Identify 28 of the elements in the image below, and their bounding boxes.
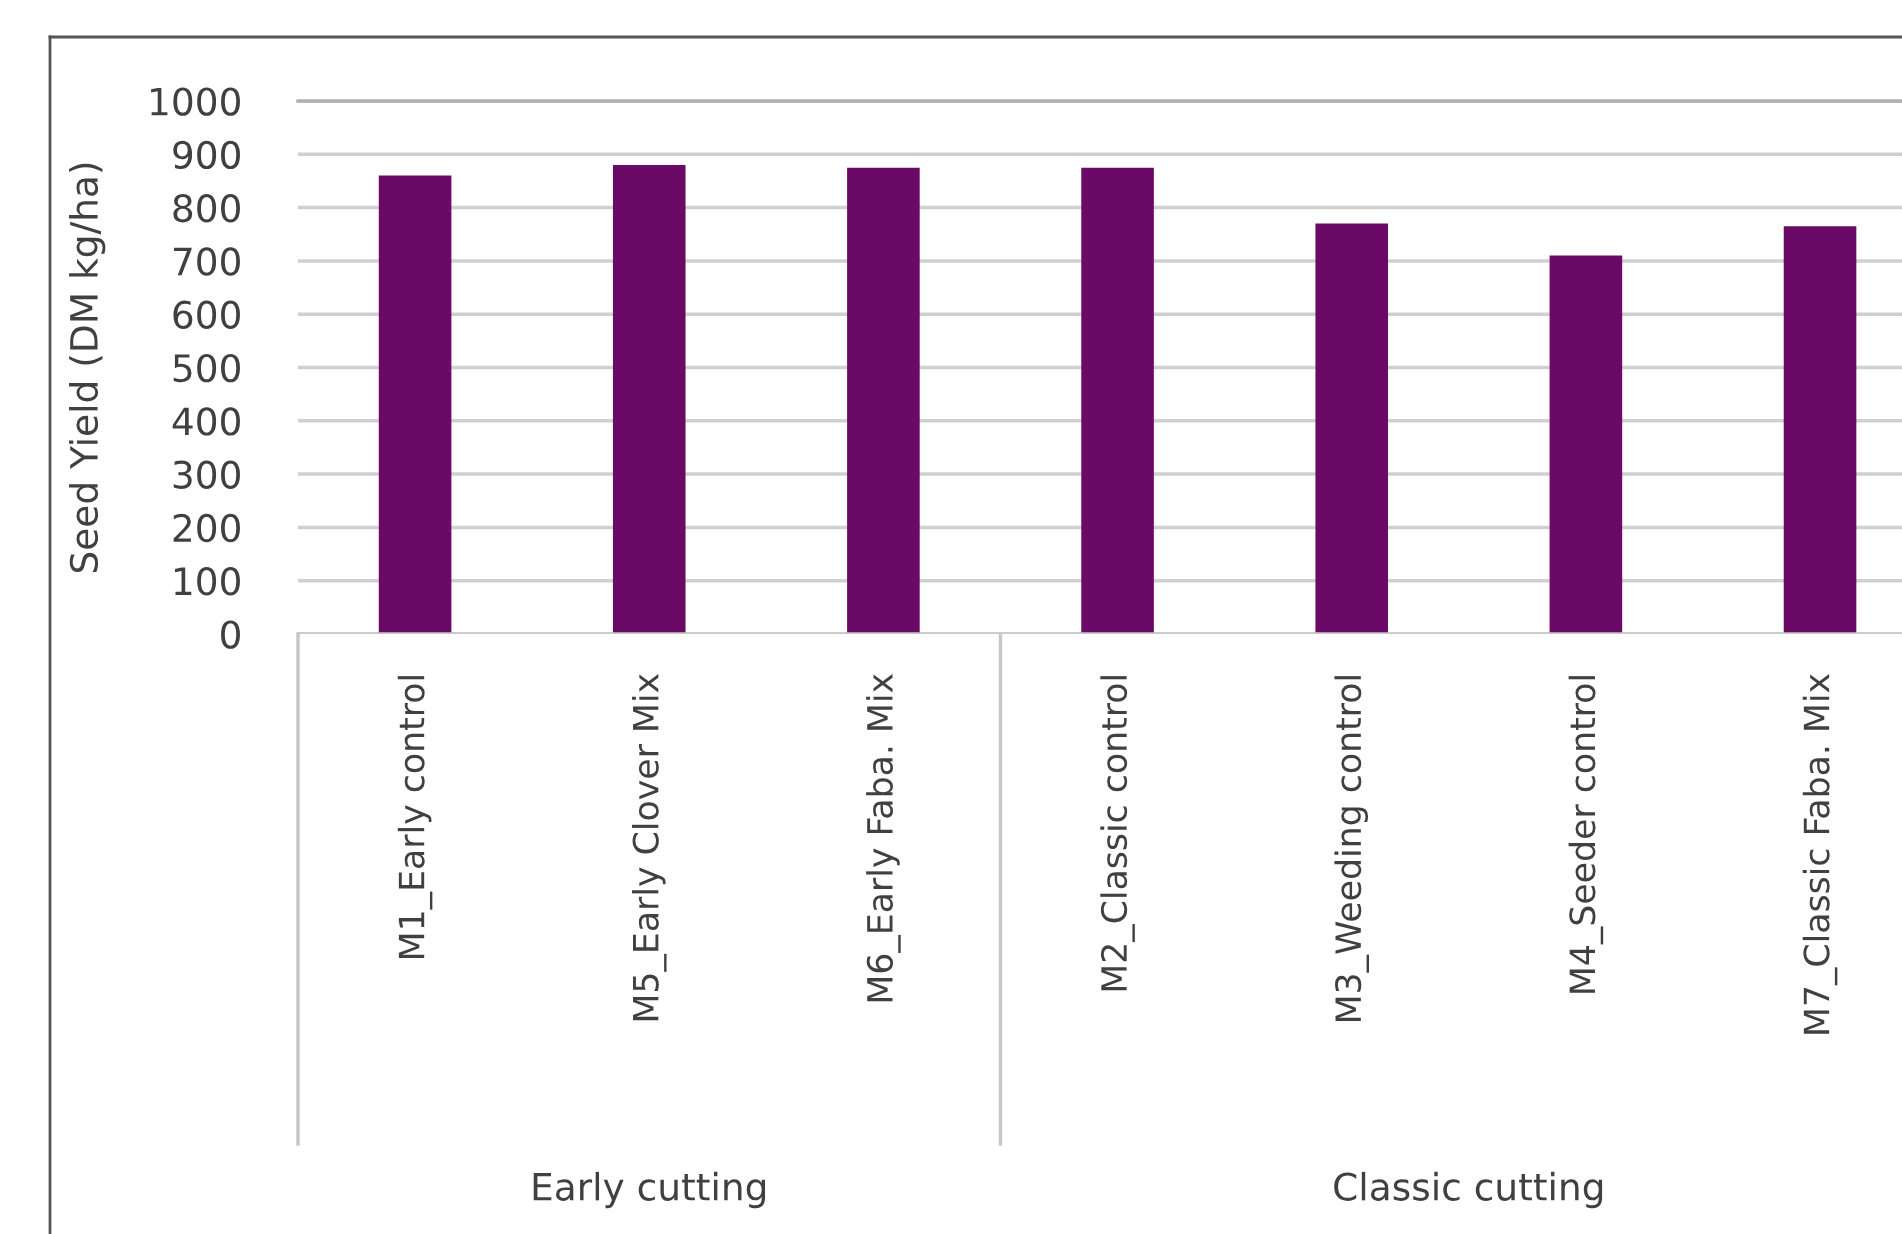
x-tick-label: M7_Classic Faba. Mix: [1802, 674, 1838, 1034]
y-tick-label: 600: [173, 300, 240, 329]
y-axis-title: Seed Yield (DM kg/ha): [69, 163, 106, 573]
bar: [847, 167, 920, 634]
bar: [378, 175, 452, 634]
y-tick-label: 400: [172, 407, 240, 436]
text: Classic cutting: [1334, 1171, 1603, 1209]
bar: [1315, 223, 1389, 634]
y-tick-label: 500: [173, 353, 240, 383]
y-tick-label: 1000: [151, 87, 240, 116]
y-tick-label: 200: [173, 513, 240, 543]
bar: [1549, 255, 1623, 634]
bar: [1081, 167, 1154, 634]
y-tick-label: 700: [173, 247, 240, 276]
y-tick-label: 900: [173, 140, 240, 170]
x-tick-label: M4_Seeder control: [1568, 676, 1604, 993]
bar: [1783, 226, 1857, 634]
bar: [612, 164, 686, 634]
y-tick-label: 100: [174, 567, 240, 596]
x-tick-label: M6_Early Faba. Mix: [866, 674, 901, 1002]
x-tick-label: M5_Early Clover Mix: [631, 674, 667, 1021]
y-tick-label: 0: [221, 620, 240, 649]
x-tick-label: M1_Early control: [397, 676, 433, 958]
y-tick-label: 800: [173, 194, 240, 223]
text: Early cutting: [533, 1171, 766, 1209]
x-tick-label: M2_Classic control: [1100, 676, 1135, 991]
x-tick-label: M3_Weeding control: [1334, 676, 1370, 1022]
y-tick-label: 300: [173, 460, 240, 489]
